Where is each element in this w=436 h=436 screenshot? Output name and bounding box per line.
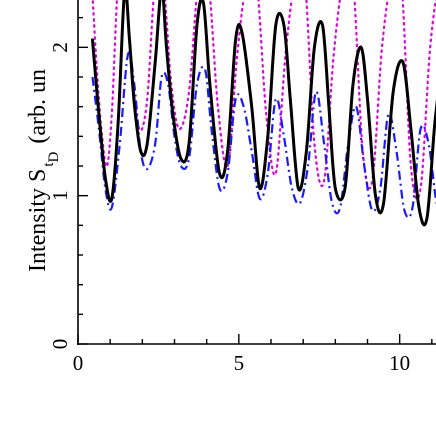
y-ticks: 0 1 2 [48,16,88,350]
series-black-solid [91,0,436,227]
svg-text:Intensity StD (arb. un: Intensity S tD (arb. un [25,69,62,272]
y-tick-label: 2 [48,42,72,53]
y-axis-title: Intensity S tD (arb. un [25,69,62,272]
y-axis-title-prefix: Intensity S [25,169,51,272]
y-axis-title-suffix: (arb. un [25,69,51,150]
series-layer [91,0,436,227]
x-tick-label: 0 [73,351,84,375]
x-tick-label: 5 [234,351,245,375]
y-axis-title-sub2: D [46,151,62,162]
y-tick-label: 0 [48,339,72,350]
y-tick-label: 1 [48,190,72,201]
x-ticks: 0 5 10 [73,334,433,375]
x-tick-label: 10 [389,351,410,375]
y-axis-title-sub1: t [41,162,57,167]
series-blue-dashdot [91,51,436,219]
